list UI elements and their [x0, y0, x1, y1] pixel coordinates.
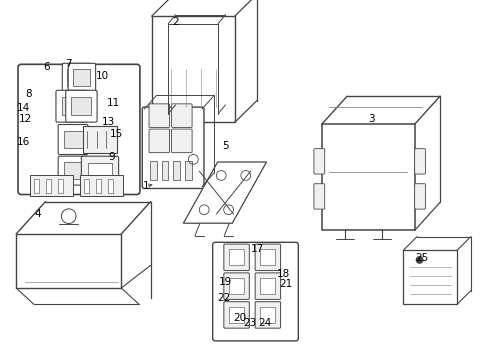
FancyBboxPatch shape	[255, 244, 280, 271]
Text: 22: 22	[216, 293, 230, 303]
Text: 1: 1	[142, 181, 149, 192]
Bar	[16, 234, 121, 288]
FancyBboxPatch shape	[58, 125, 88, 154]
Bar	[107, 180, 113, 193]
Text: 14: 14	[17, 103, 30, 113]
FancyBboxPatch shape	[62, 63, 90, 91]
Text: 11: 11	[106, 98, 120, 108]
FancyBboxPatch shape	[56, 90, 87, 122]
FancyBboxPatch shape	[224, 302, 249, 328]
Bar	[67, 69, 84, 86]
FancyBboxPatch shape	[313, 149, 324, 174]
Text: 18: 18	[276, 269, 290, 279]
Bar	[34, 180, 39, 193]
Bar	[88, 163, 112, 179]
Bar	[63, 162, 82, 179]
FancyBboxPatch shape	[255, 302, 280, 328]
Bar	[161, 161, 168, 180]
Bar	[321, 124, 414, 230]
Text: 25: 25	[414, 253, 427, 264]
Text: 5: 5	[222, 141, 229, 151]
Bar	[73, 69, 90, 86]
Bar	[184, 161, 191, 180]
Bar	[150, 161, 157, 180]
Bar	[260, 278, 275, 294]
FancyBboxPatch shape	[58, 156, 88, 185]
Text: 15: 15	[109, 129, 123, 139]
Bar	[260, 249, 275, 265]
FancyBboxPatch shape	[212, 242, 298, 341]
FancyBboxPatch shape	[149, 129, 169, 153]
Bar	[30, 175, 73, 196]
Text: 8: 8	[25, 89, 32, 99]
Bar	[173, 161, 180, 180]
Text: 9: 9	[108, 152, 115, 162]
FancyBboxPatch shape	[255, 273, 280, 300]
Text: 10: 10	[96, 71, 109, 81]
Text: 6: 6	[43, 62, 50, 72]
Text: 16: 16	[17, 137, 30, 147]
FancyBboxPatch shape	[313, 184, 324, 209]
Text: 21: 21	[278, 279, 292, 289]
Text: 4: 4	[34, 209, 41, 219]
Bar	[260, 307, 275, 323]
Text: 7: 7	[65, 59, 72, 69]
Text: 19: 19	[219, 276, 232, 287]
Bar	[58, 180, 63, 193]
FancyBboxPatch shape	[171, 104, 192, 127]
FancyBboxPatch shape	[81, 156, 119, 185]
Bar	[80, 175, 122, 196]
Text: 2: 2	[172, 17, 179, 27]
Text: 23: 23	[242, 318, 256, 328]
FancyBboxPatch shape	[149, 104, 169, 127]
Bar	[403, 250, 456, 304]
Text: 13: 13	[102, 117, 115, 127]
Bar	[46, 180, 51, 193]
FancyBboxPatch shape	[142, 107, 203, 189]
Bar	[228, 307, 244, 323]
Bar	[61, 97, 81, 116]
Bar	[83, 126, 117, 153]
Text: 17: 17	[250, 244, 264, 254]
Bar	[151, 16, 234, 122]
FancyBboxPatch shape	[18, 64, 140, 194]
FancyBboxPatch shape	[224, 244, 249, 271]
Text: 24: 24	[258, 318, 271, 328]
Bar	[96, 180, 101, 193]
Text: 20: 20	[233, 312, 245, 323]
Text: 12: 12	[19, 114, 32, 124]
Bar	[83, 180, 88, 193]
FancyBboxPatch shape	[68, 63, 96, 91]
Bar	[228, 278, 244, 294]
FancyBboxPatch shape	[414, 149, 425, 174]
Bar	[63, 131, 82, 148]
FancyBboxPatch shape	[414, 184, 425, 209]
Bar	[228, 249, 244, 265]
Bar	[71, 97, 91, 116]
FancyBboxPatch shape	[171, 129, 192, 153]
Polygon shape	[183, 162, 266, 223]
Text: 3: 3	[367, 114, 374, 124]
Circle shape	[415, 256, 423, 264]
FancyBboxPatch shape	[65, 90, 97, 122]
FancyBboxPatch shape	[224, 273, 249, 300]
